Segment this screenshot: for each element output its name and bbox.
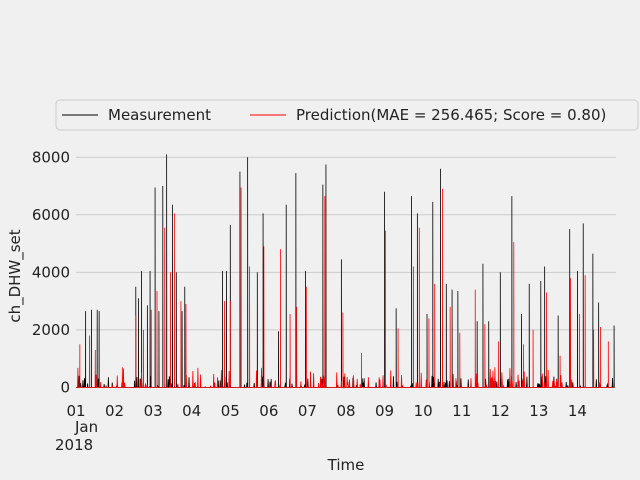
x-tick-label: 11 xyxy=(452,402,471,420)
legend-frame xyxy=(55,99,639,131)
x-tick-label: 02 xyxy=(105,402,124,420)
prediction-line xyxy=(76,187,615,388)
y-axis-title: ch_DHW_set xyxy=(6,229,25,322)
y-axis-ticks: 0 2000 4000 6000 8000 xyxy=(32,148,70,396)
series-prediction xyxy=(76,187,615,388)
x-tick-label: 06 xyxy=(259,402,278,420)
legend-label-measurement: Measurement xyxy=(108,106,211,124)
legend-label-prediction: Prediction(MAE = 256.465; Score = 0.80) xyxy=(296,106,606,124)
x-tick-label: 08 xyxy=(336,402,355,420)
y-tick-label: 8000 xyxy=(32,148,70,166)
x-tick-label: 13 xyxy=(529,402,548,420)
x-tick-label: 05 xyxy=(221,402,240,420)
x-tick-label: 09 xyxy=(375,402,394,420)
x-axis-title: Time xyxy=(327,456,365,474)
x-tick-label: 12 xyxy=(491,402,510,420)
x-tick-month-label: Jan xyxy=(74,418,98,436)
y-tick-label: 0 xyxy=(60,378,70,396)
x-tick-label: 01 xyxy=(66,402,85,420)
legend: Measurement Prediction(MAE = 256.465; Sc… xyxy=(55,99,639,131)
x-axis-ticks: 01 02 03 04 05 06 07 08 09 10 11 12 13 14 xyxy=(66,402,587,420)
y-tick-label: 6000 xyxy=(32,206,70,224)
x-tick-year-label: 2018 xyxy=(55,436,93,454)
x-tick-label: 03 xyxy=(144,402,163,420)
x-tick-label: 07 xyxy=(298,402,317,420)
x-tick-label: 10 xyxy=(414,402,433,420)
x-tick-label: 14 xyxy=(568,402,587,420)
y-tick-label: 4000 xyxy=(32,263,70,281)
y-tick-label: 2000 xyxy=(32,321,70,339)
x-tick-label: 04 xyxy=(182,402,201,420)
